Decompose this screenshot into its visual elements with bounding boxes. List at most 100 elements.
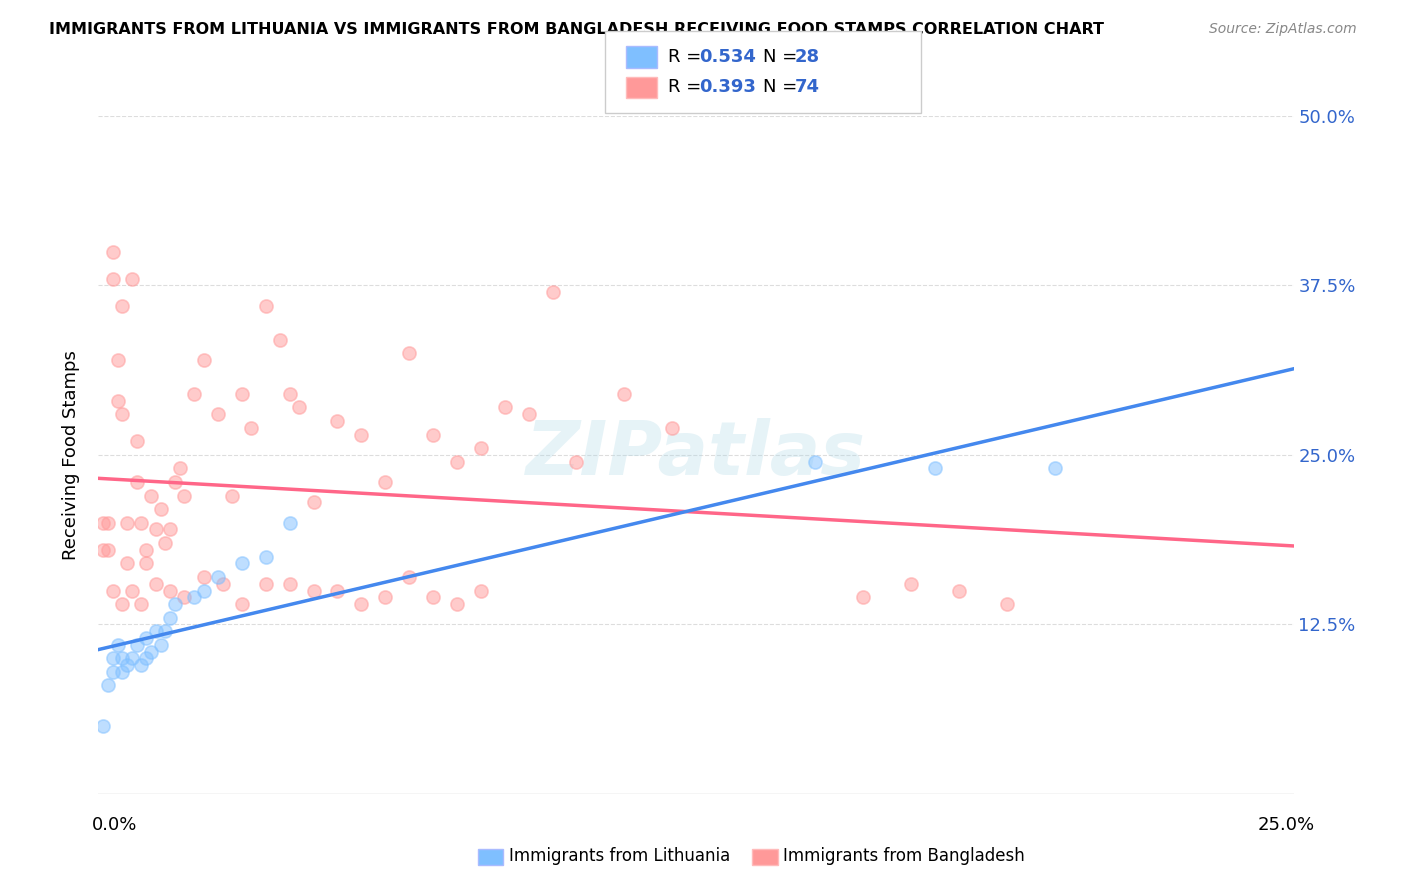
Text: ZIPatlas: ZIPatlas — [526, 418, 866, 491]
Point — [97, 542, 120, 557]
Point — [326, 583, 349, 598]
Point — [159, 583, 181, 598]
Point — [288, 401, 311, 415]
Point — [207, 407, 229, 421]
Text: 28: 28 — [794, 48, 820, 66]
Point — [121, 583, 143, 598]
Point — [101, 271, 124, 285]
Point — [254, 576, 277, 591]
Point — [422, 591, 444, 605]
Point — [125, 475, 148, 489]
Point — [231, 597, 253, 611]
Point — [115, 658, 138, 673]
Point — [470, 583, 492, 598]
Point — [121, 271, 143, 285]
Point — [101, 651, 124, 665]
Point — [107, 353, 129, 368]
Text: Immigrants from Bangladesh: Immigrants from Bangladesh — [783, 847, 1025, 865]
Point — [163, 475, 186, 489]
Point — [139, 489, 162, 503]
Point — [173, 591, 195, 605]
Point — [97, 516, 120, 530]
Point — [163, 597, 186, 611]
Point — [422, 427, 444, 442]
Point — [173, 489, 195, 503]
Point — [91, 542, 114, 557]
Text: Source: ZipAtlas.com: Source: ZipAtlas.com — [1209, 22, 1357, 37]
Point — [121, 651, 143, 665]
Point — [169, 461, 191, 475]
Text: 74: 74 — [794, 78, 820, 96]
Point — [155, 536, 177, 550]
Point — [155, 624, 177, 639]
Point — [948, 583, 970, 598]
Point — [211, 576, 233, 591]
Point — [240, 421, 263, 435]
Point — [131, 658, 153, 673]
Point — [541, 285, 564, 300]
Y-axis label: Receiving Food Stamps: Receiving Food Stamps — [62, 350, 80, 560]
Point — [183, 387, 205, 401]
Text: 0.534: 0.534 — [699, 48, 755, 66]
Point — [111, 651, 134, 665]
Point — [470, 441, 492, 455]
Point — [374, 591, 396, 605]
Point — [278, 516, 301, 530]
Point — [517, 407, 540, 421]
Point — [107, 638, 129, 652]
Point — [131, 516, 153, 530]
Point — [139, 644, 162, 658]
Point — [145, 576, 167, 591]
Point — [302, 583, 325, 598]
Point — [852, 591, 875, 605]
Point — [107, 393, 129, 408]
Point — [995, 597, 1018, 611]
Point — [565, 455, 588, 469]
Point — [115, 557, 138, 571]
Text: N =: N = — [763, 78, 803, 96]
Point — [111, 597, 134, 611]
Point — [125, 638, 148, 652]
Point — [924, 461, 946, 475]
Point — [661, 421, 683, 435]
Point — [115, 516, 138, 530]
Point — [804, 455, 827, 469]
Point — [145, 624, 167, 639]
Point — [159, 523, 181, 537]
Point — [149, 638, 172, 652]
Point — [183, 591, 205, 605]
Point — [97, 678, 120, 692]
Point — [900, 576, 922, 591]
Point — [193, 570, 215, 584]
Point — [101, 665, 124, 679]
Point — [149, 502, 172, 516]
Point — [111, 407, 134, 421]
Text: R =: R = — [668, 48, 707, 66]
Point — [254, 299, 277, 313]
Point — [1043, 461, 1066, 475]
Point — [231, 557, 253, 571]
Point — [278, 576, 301, 591]
Point — [494, 401, 516, 415]
Point — [135, 542, 157, 557]
Point — [101, 583, 124, 598]
Point — [221, 489, 243, 503]
Text: 0.393: 0.393 — [699, 78, 755, 96]
Text: 0.0%: 0.0% — [91, 816, 136, 834]
Point — [135, 557, 157, 571]
Point — [231, 387, 253, 401]
Text: 25.0%: 25.0% — [1257, 816, 1315, 834]
Point — [193, 583, 215, 598]
Point — [135, 651, 157, 665]
Point — [91, 516, 114, 530]
Point — [91, 719, 114, 733]
Point — [446, 455, 468, 469]
Point — [269, 333, 291, 347]
Text: IMMIGRANTS FROM LITHUANIA VS IMMIGRANTS FROM BANGLADESH RECEIVING FOOD STAMPS CO: IMMIGRANTS FROM LITHUANIA VS IMMIGRANTS … — [49, 22, 1104, 37]
Point — [193, 353, 215, 368]
Point — [111, 299, 134, 313]
Text: Immigrants from Lithuania: Immigrants from Lithuania — [509, 847, 730, 865]
Point — [254, 549, 277, 564]
Point — [302, 495, 325, 509]
Point — [131, 597, 153, 611]
